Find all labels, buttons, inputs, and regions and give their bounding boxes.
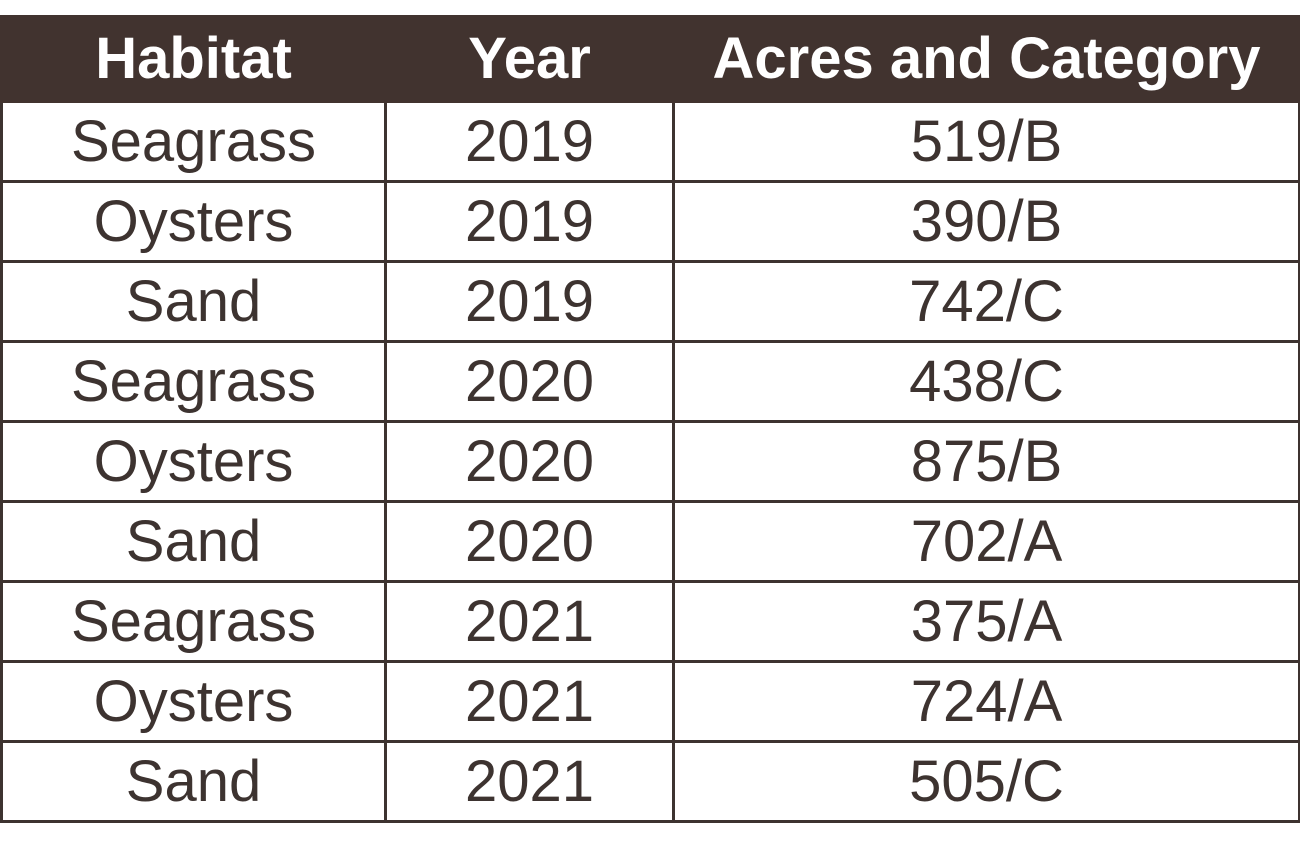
header-acres-category: Acres and Category	[672, 15, 1300, 103]
cell-acres-category: 519/B	[672, 100, 1300, 183]
table-row: Sand 2020 702/A	[0, 500, 1300, 583]
habitat-table-container: Habitat Year Acres and Category Seagrass…	[0, 15, 1300, 823]
cell-habitat: Oysters	[0, 180, 387, 263]
cell-habitat: Sand	[0, 500, 387, 583]
table-row: Sand 2019 742/C	[0, 260, 1300, 343]
table-row: Sand 2021 505/C	[0, 740, 1300, 823]
table-row: Oysters 2019 390/B	[0, 180, 1300, 263]
cell-year: 2019	[384, 260, 675, 343]
table-row: Seagrass 2020 438/C	[0, 340, 1300, 423]
table-header: Habitat Year Acres and Category	[0, 15, 1300, 103]
cell-year: 2021	[384, 580, 675, 663]
cell-habitat: Seagrass	[0, 580, 387, 663]
cell-year: 2021	[384, 740, 675, 823]
table-row: Oysters 2020 875/B	[0, 420, 1300, 503]
cell-acres-category: 875/B	[672, 420, 1300, 503]
table-row: Seagrass 2019 519/B	[0, 100, 1300, 183]
cell-acres-category: 724/A	[672, 660, 1300, 743]
cell-year: 2021	[384, 660, 675, 743]
header-row: Habitat Year Acres and Category	[0, 15, 1300, 103]
cell-year: 2019	[384, 100, 675, 183]
cell-acres-category: 742/C	[672, 260, 1300, 343]
cell-year: 2020	[384, 420, 675, 503]
cell-habitat: Sand	[0, 260, 387, 343]
cell-year: 2020	[384, 340, 675, 423]
header-habitat: Habitat	[0, 15, 387, 103]
cell-acres-category: 375/A	[672, 580, 1300, 663]
habitat-table: Habitat Year Acres and Category Seagrass…	[0, 15, 1300, 823]
cell-habitat: Oysters	[0, 660, 387, 743]
cell-acres-category: 505/C	[672, 740, 1300, 823]
table-body: Seagrass 2019 519/B Oysters 2019 390/B S…	[0, 100, 1300, 823]
cell-acres-category: 390/B	[672, 180, 1300, 263]
cell-habitat: Sand	[0, 740, 387, 823]
cell-habitat: Seagrass	[0, 100, 387, 183]
header-year: Year	[384, 15, 675, 103]
cell-year: 2020	[384, 500, 675, 583]
table-row: Seagrass 2021 375/A	[0, 580, 1300, 663]
cell-year: 2019	[384, 180, 675, 263]
table-row: Oysters 2021 724/A	[0, 660, 1300, 743]
cell-acres-category: 702/A	[672, 500, 1300, 583]
cell-habitat: Seagrass	[0, 340, 387, 423]
cell-habitat: Oysters	[0, 420, 387, 503]
cell-acres-category: 438/C	[672, 340, 1300, 423]
